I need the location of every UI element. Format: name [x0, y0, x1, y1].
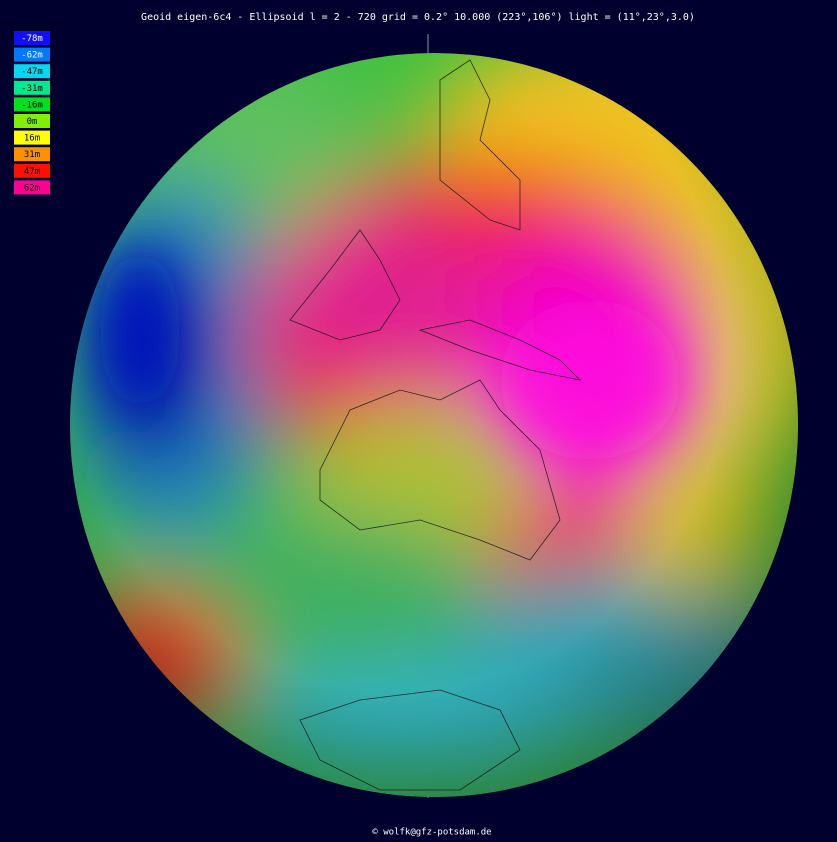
legend-swatch — [14, 64, 50, 79]
legend-swatch — [14, 97, 50, 112]
legend-swatch — [14, 80, 50, 95]
legend-label: 16m — [24, 134, 40, 144]
legend-swatch — [14, 147, 50, 162]
legend-swatch — [14, 163, 50, 178]
legend-label: -62m — [21, 51, 43, 61]
legend: -78m -62m -47m -31m -16m 0m 16m 31m 47m 62m — [14, 31, 50, 195]
legend-swatch — [14, 47, 50, 62]
legend-swatch — [14, 31, 50, 45]
title: Geoid eigen-6c4 - Ellipsoid l = 2 - 720 … — [141, 12, 695, 23]
credit: © wolfk@gfz-potsdam.de — [372, 828, 491, 838]
legend-label: 47m — [24, 167, 40, 177]
legend-label: 62m — [24, 183, 40, 193]
legend-label: 0m — [27, 117, 38, 127]
legend-label: -31m — [21, 84, 43, 94]
legend-label: -16m — [21, 100, 43, 110]
globe — [70, 53, 798, 797]
legend-label: -47m — [21, 67, 43, 77]
legend-swatch — [14, 130, 50, 145]
legend-label: 31m — [24, 150, 40, 160]
legend-label: -78m — [21, 34, 43, 44]
legend-swatch — [14, 180, 50, 195]
legend-swatch — [14, 114, 50, 128]
